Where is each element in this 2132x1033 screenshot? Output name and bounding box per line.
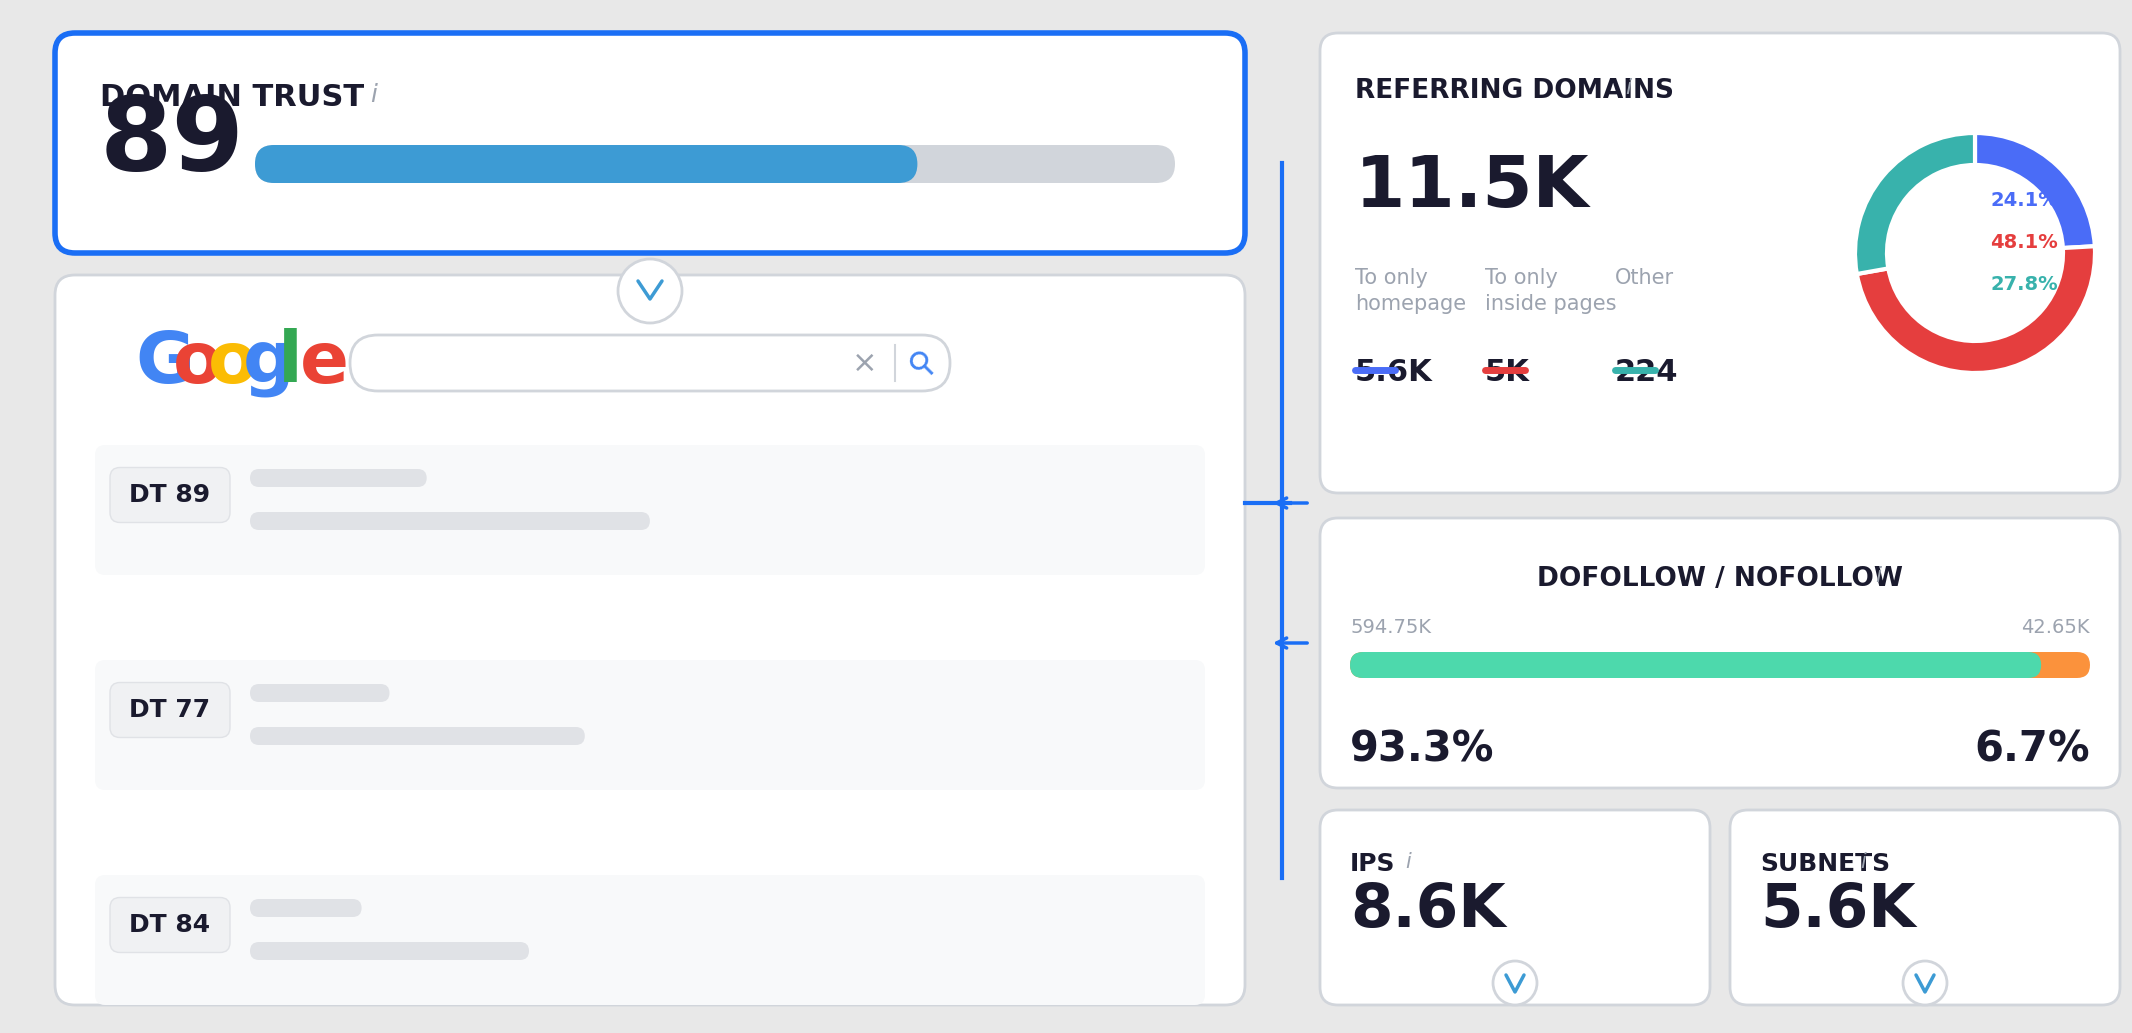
Text: l: l	[277, 328, 303, 398]
FancyBboxPatch shape	[249, 469, 426, 487]
FancyBboxPatch shape	[1350, 652, 2089, 678]
Circle shape	[1904, 961, 1947, 1005]
Text: 5.6K: 5.6K	[1356, 358, 1433, 387]
FancyBboxPatch shape	[249, 727, 584, 745]
FancyBboxPatch shape	[249, 899, 362, 917]
Wedge shape	[1855, 133, 1974, 274]
Text: i: i	[371, 83, 377, 107]
FancyBboxPatch shape	[1320, 810, 1710, 1005]
FancyBboxPatch shape	[111, 683, 230, 738]
Text: i: i	[1874, 566, 1880, 586]
FancyBboxPatch shape	[111, 468, 230, 523]
Text: 27.8%: 27.8%	[1989, 276, 2057, 294]
Text: 8.6K: 8.6K	[1350, 881, 1505, 940]
FancyBboxPatch shape	[249, 942, 529, 960]
Text: DT 84: DT 84	[130, 913, 211, 937]
FancyBboxPatch shape	[55, 275, 1245, 1005]
FancyBboxPatch shape	[249, 512, 650, 530]
Text: i: i	[1405, 852, 1411, 872]
Text: 89: 89	[100, 92, 245, 193]
Text: 594.75K: 594.75K	[1350, 618, 1431, 637]
Text: To only
inside pages: To only inside pages	[1486, 268, 1616, 314]
Text: 93.3%: 93.3%	[1350, 728, 1495, 770]
Text: 48.1%: 48.1%	[1989, 233, 2057, 252]
Text: 42.65K: 42.65K	[2021, 618, 2089, 637]
FancyBboxPatch shape	[55, 33, 1245, 253]
Text: DT 89: DT 89	[130, 483, 211, 507]
Text: Other: Other	[1616, 268, 1674, 288]
FancyBboxPatch shape	[1320, 33, 2119, 493]
FancyBboxPatch shape	[256, 145, 917, 183]
Text: o: o	[209, 328, 258, 398]
Text: 11.5K: 11.5K	[1356, 153, 1590, 222]
Text: DT 77: DT 77	[130, 698, 211, 722]
Text: 5K: 5K	[1486, 358, 1531, 387]
Wedge shape	[1857, 246, 2096, 373]
Text: 224: 224	[1616, 358, 1678, 387]
Text: ⚲: ⚲	[902, 343, 942, 383]
Text: IPS: IPS	[1350, 852, 1396, 876]
Circle shape	[1492, 961, 1537, 1005]
Text: g: g	[243, 328, 294, 398]
FancyBboxPatch shape	[96, 660, 1205, 790]
Text: 6.7%: 6.7%	[1974, 728, 2089, 770]
FancyBboxPatch shape	[1320, 518, 2119, 788]
FancyBboxPatch shape	[249, 684, 390, 702]
Wedge shape	[1974, 133, 2096, 248]
FancyBboxPatch shape	[96, 445, 1205, 575]
Circle shape	[618, 259, 682, 323]
FancyBboxPatch shape	[350, 335, 951, 392]
FancyBboxPatch shape	[96, 875, 1205, 1005]
Text: G: G	[134, 328, 194, 398]
Text: DOFOLLOW / NOFOLLOW: DOFOLLOW / NOFOLLOW	[1537, 566, 1904, 592]
Text: o: o	[173, 328, 222, 398]
Text: i: i	[1859, 852, 1866, 872]
Text: 24.1%: 24.1%	[1989, 191, 2057, 211]
Text: i: i	[1625, 79, 1631, 98]
Text: SUBNETS: SUBNETS	[1761, 852, 1891, 876]
Text: ×: ×	[853, 348, 878, 377]
Text: DOMAIN TRUST: DOMAIN TRUST	[100, 83, 365, 112]
Text: e: e	[301, 328, 350, 398]
Text: 5.6K: 5.6K	[1761, 881, 1917, 940]
Text: REFERRING DOMAINS: REFERRING DOMAINS	[1356, 79, 1674, 104]
Text: To only
homepage: To only homepage	[1356, 268, 1467, 314]
FancyBboxPatch shape	[256, 145, 1175, 183]
FancyBboxPatch shape	[1350, 652, 2040, 678]
FancyBboxPatch shape	[111, 898, 230, 952]
FancyBboxPatch shape	[1729, 810, 2119, 1005]
